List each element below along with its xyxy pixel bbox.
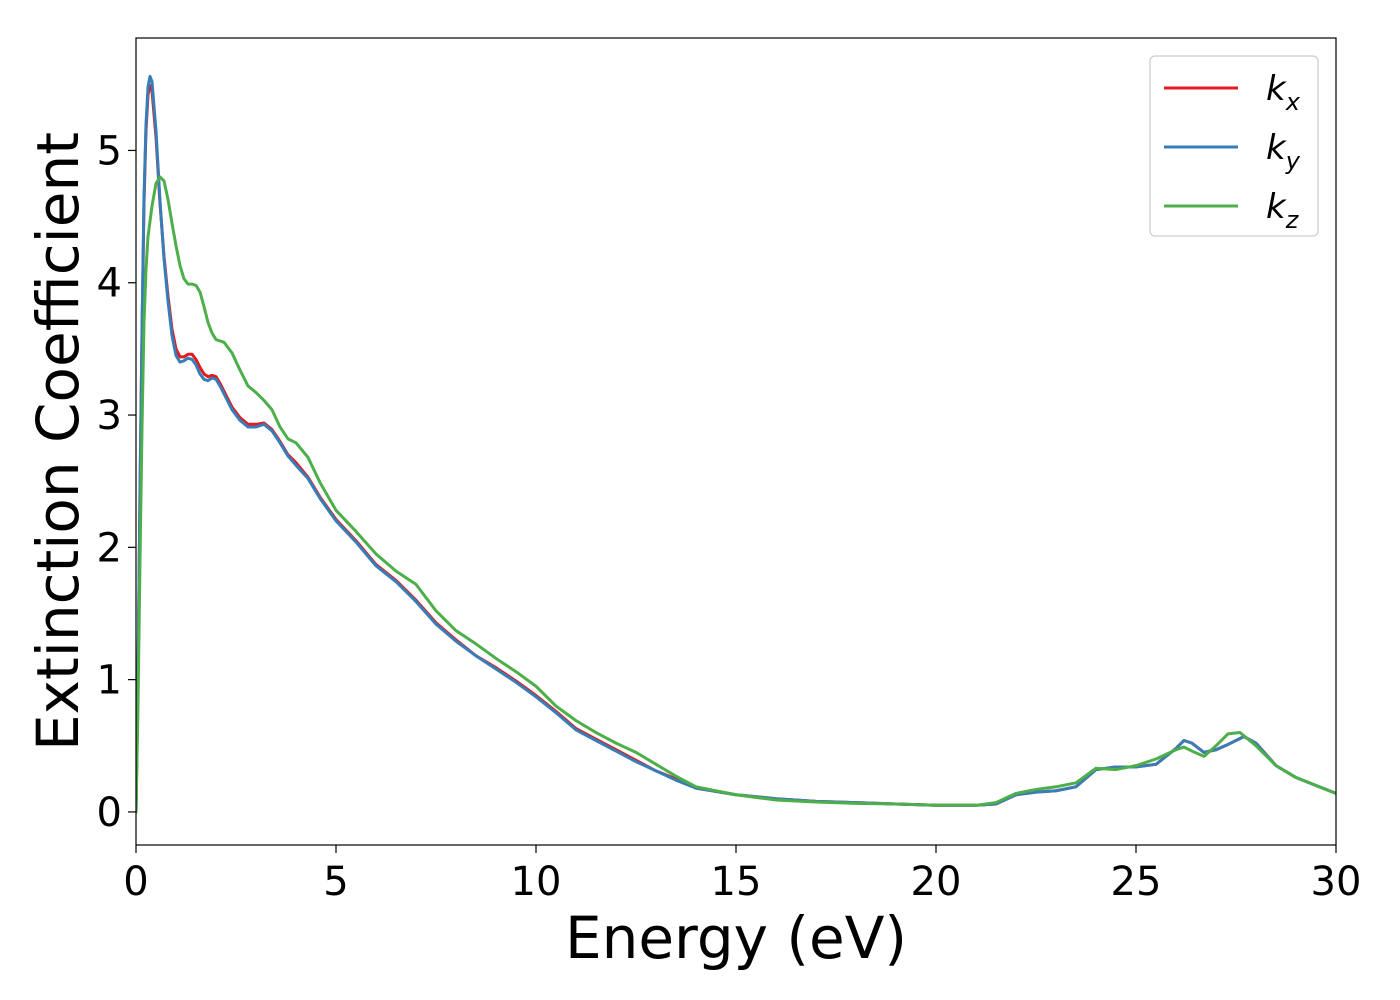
y-axis-title: Extinction Coefficient [24, 132, 92, 751]
x-tick-label: 20 [911, 859, 962, 905]
y-tick-label: 3 [97, 393, 122, 439]
series-line-kz [136, 175, 1336, 814]
x-tick-label: 15 [711, 859, 762, 905]
plot-area [136, 74, 1336, 814]
y-tick-label: 0 [97, 790, 122, 836]
y-tick-label: 2 [97, 525, 122, 571]
x-tick-label: 10 [511, 859, 562, 905]
series-line-ky [136, 74, 1336, 814]
x-tick-label: 5 [323, 859, 348, 905]
series-lines [136, 74, 1336, 814]
legend: kx ky kz [1149, 55, 1319, 237]
legend-label-kx: kx [1266, 69, 1301, 116]
y-tick-label: 1 [97, 658, 122, 704]
x-tick-label: 25 [1111, 859, 1162, 905]
y-tick-label: 5 [97, 128, 122, 174]
legend-label-kz: kz [1266, 187, 1300, 234]
x-axis-title: Energy (eV) [565, 904, 907, 972]
legend-label-ky: ky [1266, 128, 1301, 175]
x-tick-label: 0 [123, 859, 148, 905]
y-tick-label: 4 [97, 261, 122, 307]
axes: 0 5 10 15 20 25 30 0 1 2 3 4 5 [97, 37, 1362, 905]
x-tick-label: 30 [1311, 859, 1362, 905]
